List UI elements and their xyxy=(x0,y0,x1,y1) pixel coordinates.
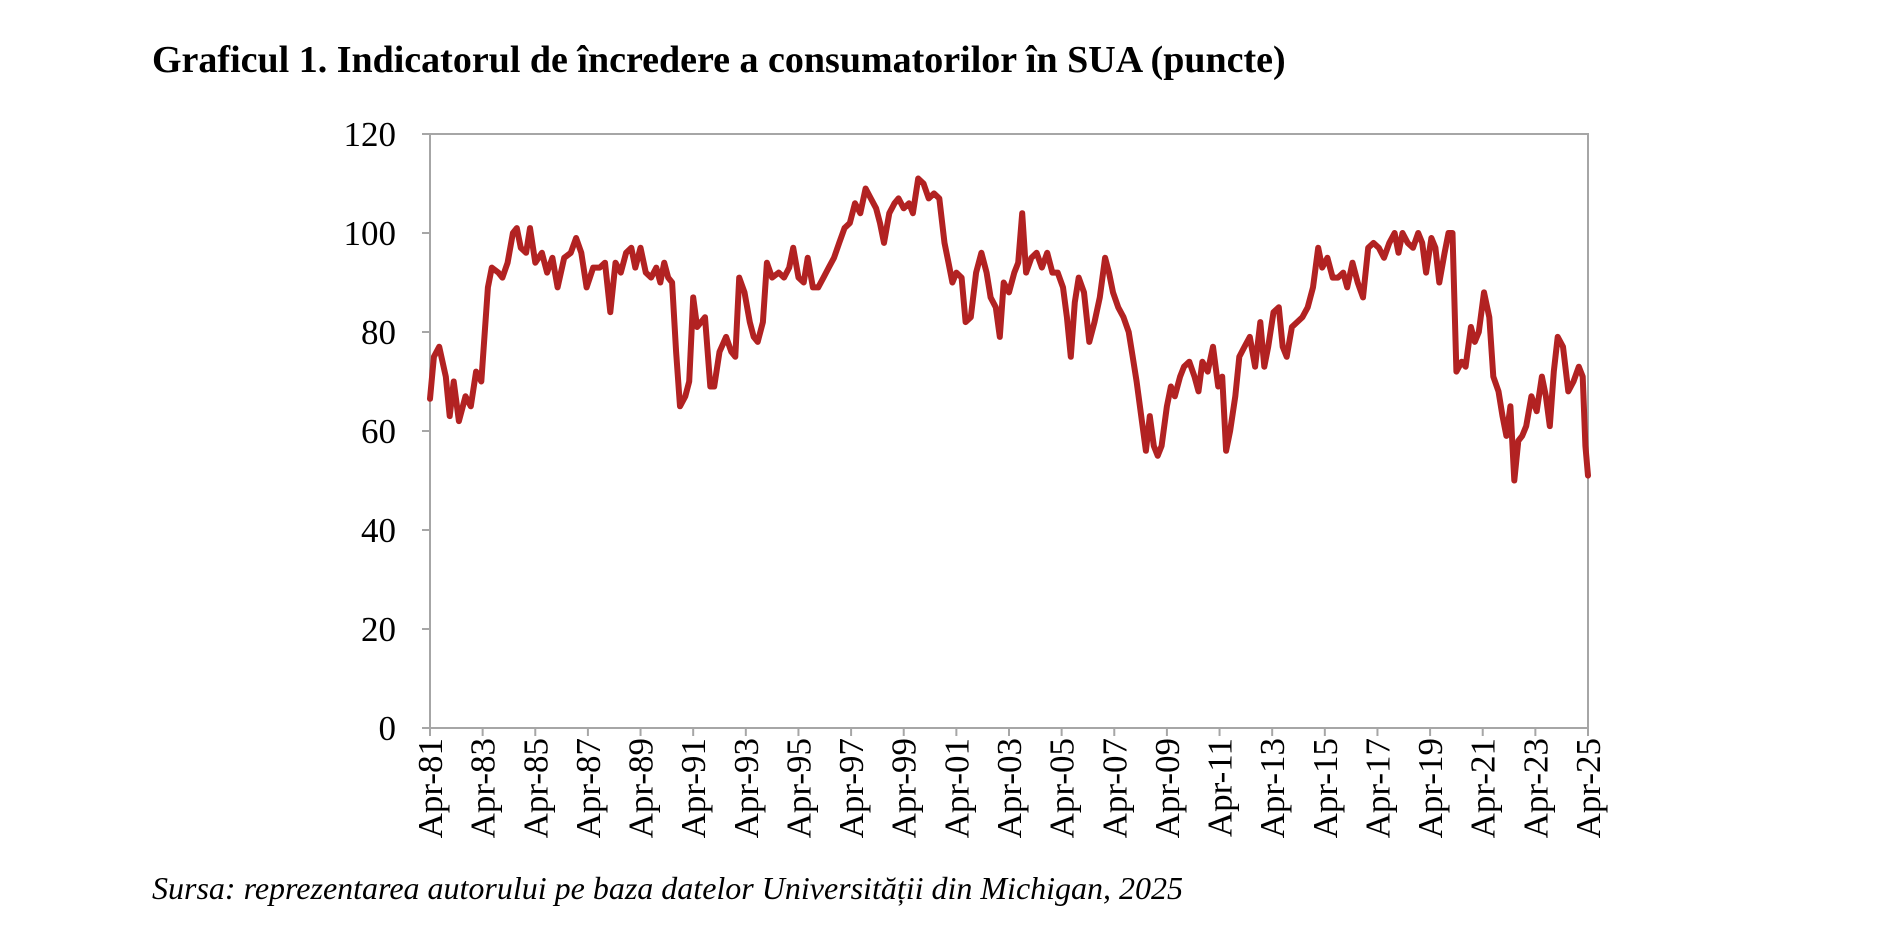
x-tick-label: Apr-01 xyxy=(937,738,976,838)
x-tick-label: Apr-91 xyxy=(674,738,713,838)
x-tick-label: Apr-13 xyxy=(1253,738,1292,838)
x-tick-label: Apr-03 xyxy=(990,738,1029,838)
x-tick-label: Apr-99 xyxy=(885,738,924,838)
x-tick-label: Apr-19 xyxy=(1411,738,1450,838)
x-tick-label: Apr-81 xyxy=(411,738,450,838)
x-tick-label: Apr-09 xyxy=(1148,738,1187,838)
x-axis-ticks: Apr-81 Apr-83 Apr-85 Apr-87 Apr-89 Apr-91 Apr-… xyxy=(411,728,1608,838)
x-tick-label: Apr-97 xyxy=(832,738,871,838)
x-tick-label: Apr-93 xyxy=(727,738,766,838)
source-note: Sursa: reprezentarea autorului pe baza d… xyxy=(152,870,1184,906)
x-tick-label: Apr-23 xyxy=(1516,738,1555,838)
x-tick-label: Apr-15 xyxy=(1306,738,1345,838)
chart-axes xyxy=(429,133,1589,729)
plot-area-frame xyxy=(429,133,1589,729)
x-tick-label: Apr-11 xyxy=(1201,738,1240,837)
x-tick-label: Apr-83 xyxy=(464,738,503,838)
y-axis-ticks: 0 20 40 60 80 100 120 xyxy=(344,115,430,748)
x-tick-label: Apr-07 xyxy=(1095,738,1134,838)
y-tick-label: 100 xyxy=(344,214,397,253)
x-tick-label: Apr-25 xyxy=(1569,738,1608,838)
y-tick-label: 80 xyxy=(361,313,396,352)
y-tick-label: 120 xyxy=(344,115,397,154)
chart-title: Graficul 1. Indicatorul de încredere a c… xyxy=(152,39,1286,81)
y-tick-label: 20 xyxy=(361,610,396,649)
series-line xyxy=(427,175,1591,484)
x-tick-label: Apr-95 xyxy=(779,738,818,838)
y-tick-label: 0 xyxy=(379,709,397,748)
y-tick-label: 60 xyxy=(361,412,396,451)
x-tick-label: Apr-89 xyxy=(622,738,661,838)
x-tick-label: Apr-87 xyxy=(569,738,608,838)
x-tick-label: Apr-05 xyxy=(1043,738,1082,838)
series-group xyxy=(427,175,1591,484)
x-tick-label: Apr-21 xyxy=(1464,738,1503,838)
y-tick-label: 40 xyxy=(361,511,396,550)
x-tick-label: Apr-85 xyxy=(516,738,555,838)
x-tick-label: Apr-17 xyxy=(1358,738,1397,838)
line-chart: 0 20 40 60 80 100 120 Apr-81 Apr-83 Apr-85 Apr-87… xyxy=(344,115,1609,838)
